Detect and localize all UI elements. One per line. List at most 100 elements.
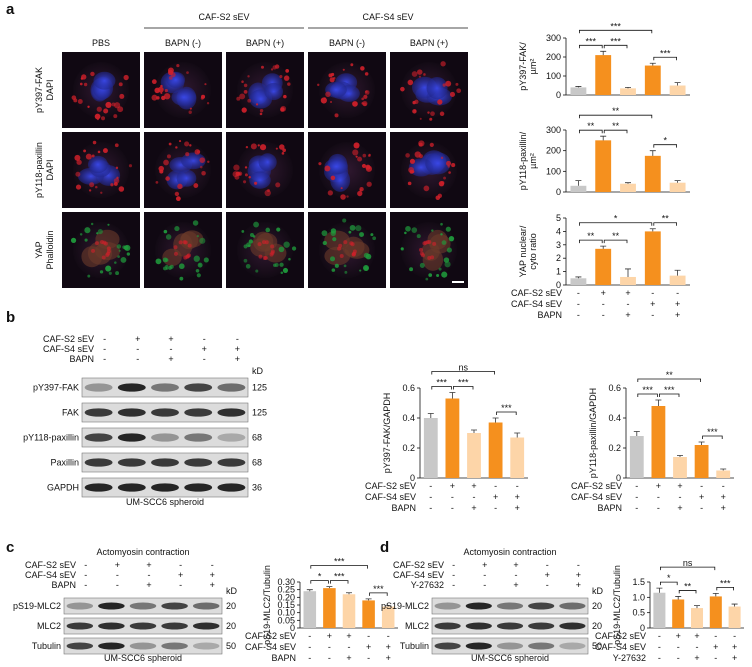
stain-dot	[279, 75, 283, 79]
y-tick-label: 0	[556, 90, 561, 100]
blot-band	[117, 458, 146, 467]
stain-dot	[363, 94, 368, 99]
blot-band	[161, 622, 188, 630]
blot-band	[465, 642, 492, 650]
condition-label: CAF-S2 sEV	[365, 481, 416, 491]
condition-sign: -	[494, 503, 497, 513]
stain-dot	[183, 255, 188, 260]
bar	[620, 183, 636, 192]
condition-label: CAF-S2 sEV	[595, 631, 646, 641]
condition-sign: +	[471, 503, 476, 513]
condition-sign: -	[451, 492, 454, 502]
band-kd: 20	[226, 621, 236, 631]
stain-dot	[260, 65, 264, 69]
stain-dot	[404, 231, 407, 235]
condition-sign: -	[635, 481, 638, 491]
condition-sign: -	[211, 560, 214, 570]
stain-dot	[186, 253, 191, 258]
stain-dot	[355, 225, 362, 232]
stain-dot	[443, 257, 450, 263]
nucleus	[81, 246, 103, 268]
condition-sign: +	[721, 503, 726, 513]
stain-dot	[85, 153, 92, 160]
stain-dot	[364, 266, 369, 271]
stain-dot	[173, 245, 178, 250]
blot-band	[129, 642, 157, 650]
y-tick-label: 300	[546, 33, 561, 43]
blot-band	[84, 483, 113, 492]
stain-dot	[84, 227, 91, 234]
nucleus	[422, 248, 444, 271]
stain-dot	[194, 149, 201, 155]
stain-dot	[97, 150, 101, 154]
stain-dot	[262, 255, 267, 260]
bar	[644, 155, 661, 192]
condition-sign: +	[732, 642, 737, 652]
condition-sign: -	[700, 503, 703, 513]
blot-band	[84, 408, 113, 417]
stain-dot	[118, 249, 121, 252]
stain-dot	[409, 158, 416, 164]
significance-bracket	[603, 44, 628, 49]
condition-sign: -	[494, 481, 497, 491]
y-axis-label: pS19-MLC2/Tubulin	[612, 565, 622, 645]
condition-sign: -	[515, 570, 518, 580]
stain-dot	[168, 76, 173, 80]
stain-dot	[346, 195, 349, 198]
bar	[620, 276, 636, 285]
condition-sign: +	[656, 481, 661, 491]
stain-dot	[445, 160, 452, 166]
condition-sign: -	[651, 288, 654, 298]
stain-dot	[423, 73, 426, 76]
stain-dot	[259, 144, 267, 151]
blot-band	[161, 602, 188, 610]
significance-bracket	[716, 586, 734, 591]
panel-label: a	[6, 1, 15, 18]
stain-dot	[244, 166, 248, 169]
stain-dot	[182, 240, 187, 245]
condition-sign: -	[677, 653, 680, 663]
condition-sign: +	[202, 344, 207, 354]
stain-dot	[175, 146, 178, 149]
bar	[653, 592, 666, 628]
condition-sign: +	[235, 344, 240, 354]
stain-dot	[99, 240, 104, 245]
band-label: pY118-paxillin	[23, 433, 79, 443]
y-tick-label: 0	[640, 623, 645, 633]
blot-band	[184, 433, 213, 442]
band-kd: 68	[252, 433, 262, 443]
significance-bracket	[579, 222, 653, 226]
stain-dot	[425, 277, 429, 281]
condition-sign: -	[367, 653, 370, 663]
condition-sign: -	[179, 580, 182, 590]
blot-band	[192, 622, 220, 630]
stain-dot	[282, 267, 289, 273]
significance-bracket	[496, 411, 517, 415]
condition-sign: -	[452, 580, 455, 590]
nucleus	[171, 88, 197, 106]
stain-dot	[405, 225, 411, 232]
condition-label: CAF-S4 sEV	[245, 642, 296, 652]
stain-dot	[115, 166, 119, 170]
stain-dot	[442, 83, 446, 87]
condition-sign: -	[348, 642, 351, 652]
condition-sign: -	[103, 354, 106, 364]
stain-dot	[173, 251, 178, 256]
y-axis-label: pY118-paxillin/GAPDH	[588, 388, 598, 478]
stain-dot	[241, 80, 244, 83]
stain-dot	[423, 185, 430, 192]
stain-dot	[265, 227, 271, 233]
stain-dot	[178, 240, 183, 245]
stain-dot	[117, 255, 120, 258]
stain-dot	[199, 165, 203, 169]
bar	[595, 55, 612, 95]
condition-sign: -	[452, 570, 455, 580]
significance-bracket	[653, 222, 677, 226]
stain-dot	[419, 117, 422, 120]
stain-dot	[204, 83, 207, 86]
condition-label: CAF-S2 sEV	[25, 560, 76, 570]
error-bar	[625, 87, 631, 89]
condition-sign: +	[168, 334, 173, 344]
stain-dot	[412, 109, 417, 114]
stain-dot	[248, 175, 251, 179]
